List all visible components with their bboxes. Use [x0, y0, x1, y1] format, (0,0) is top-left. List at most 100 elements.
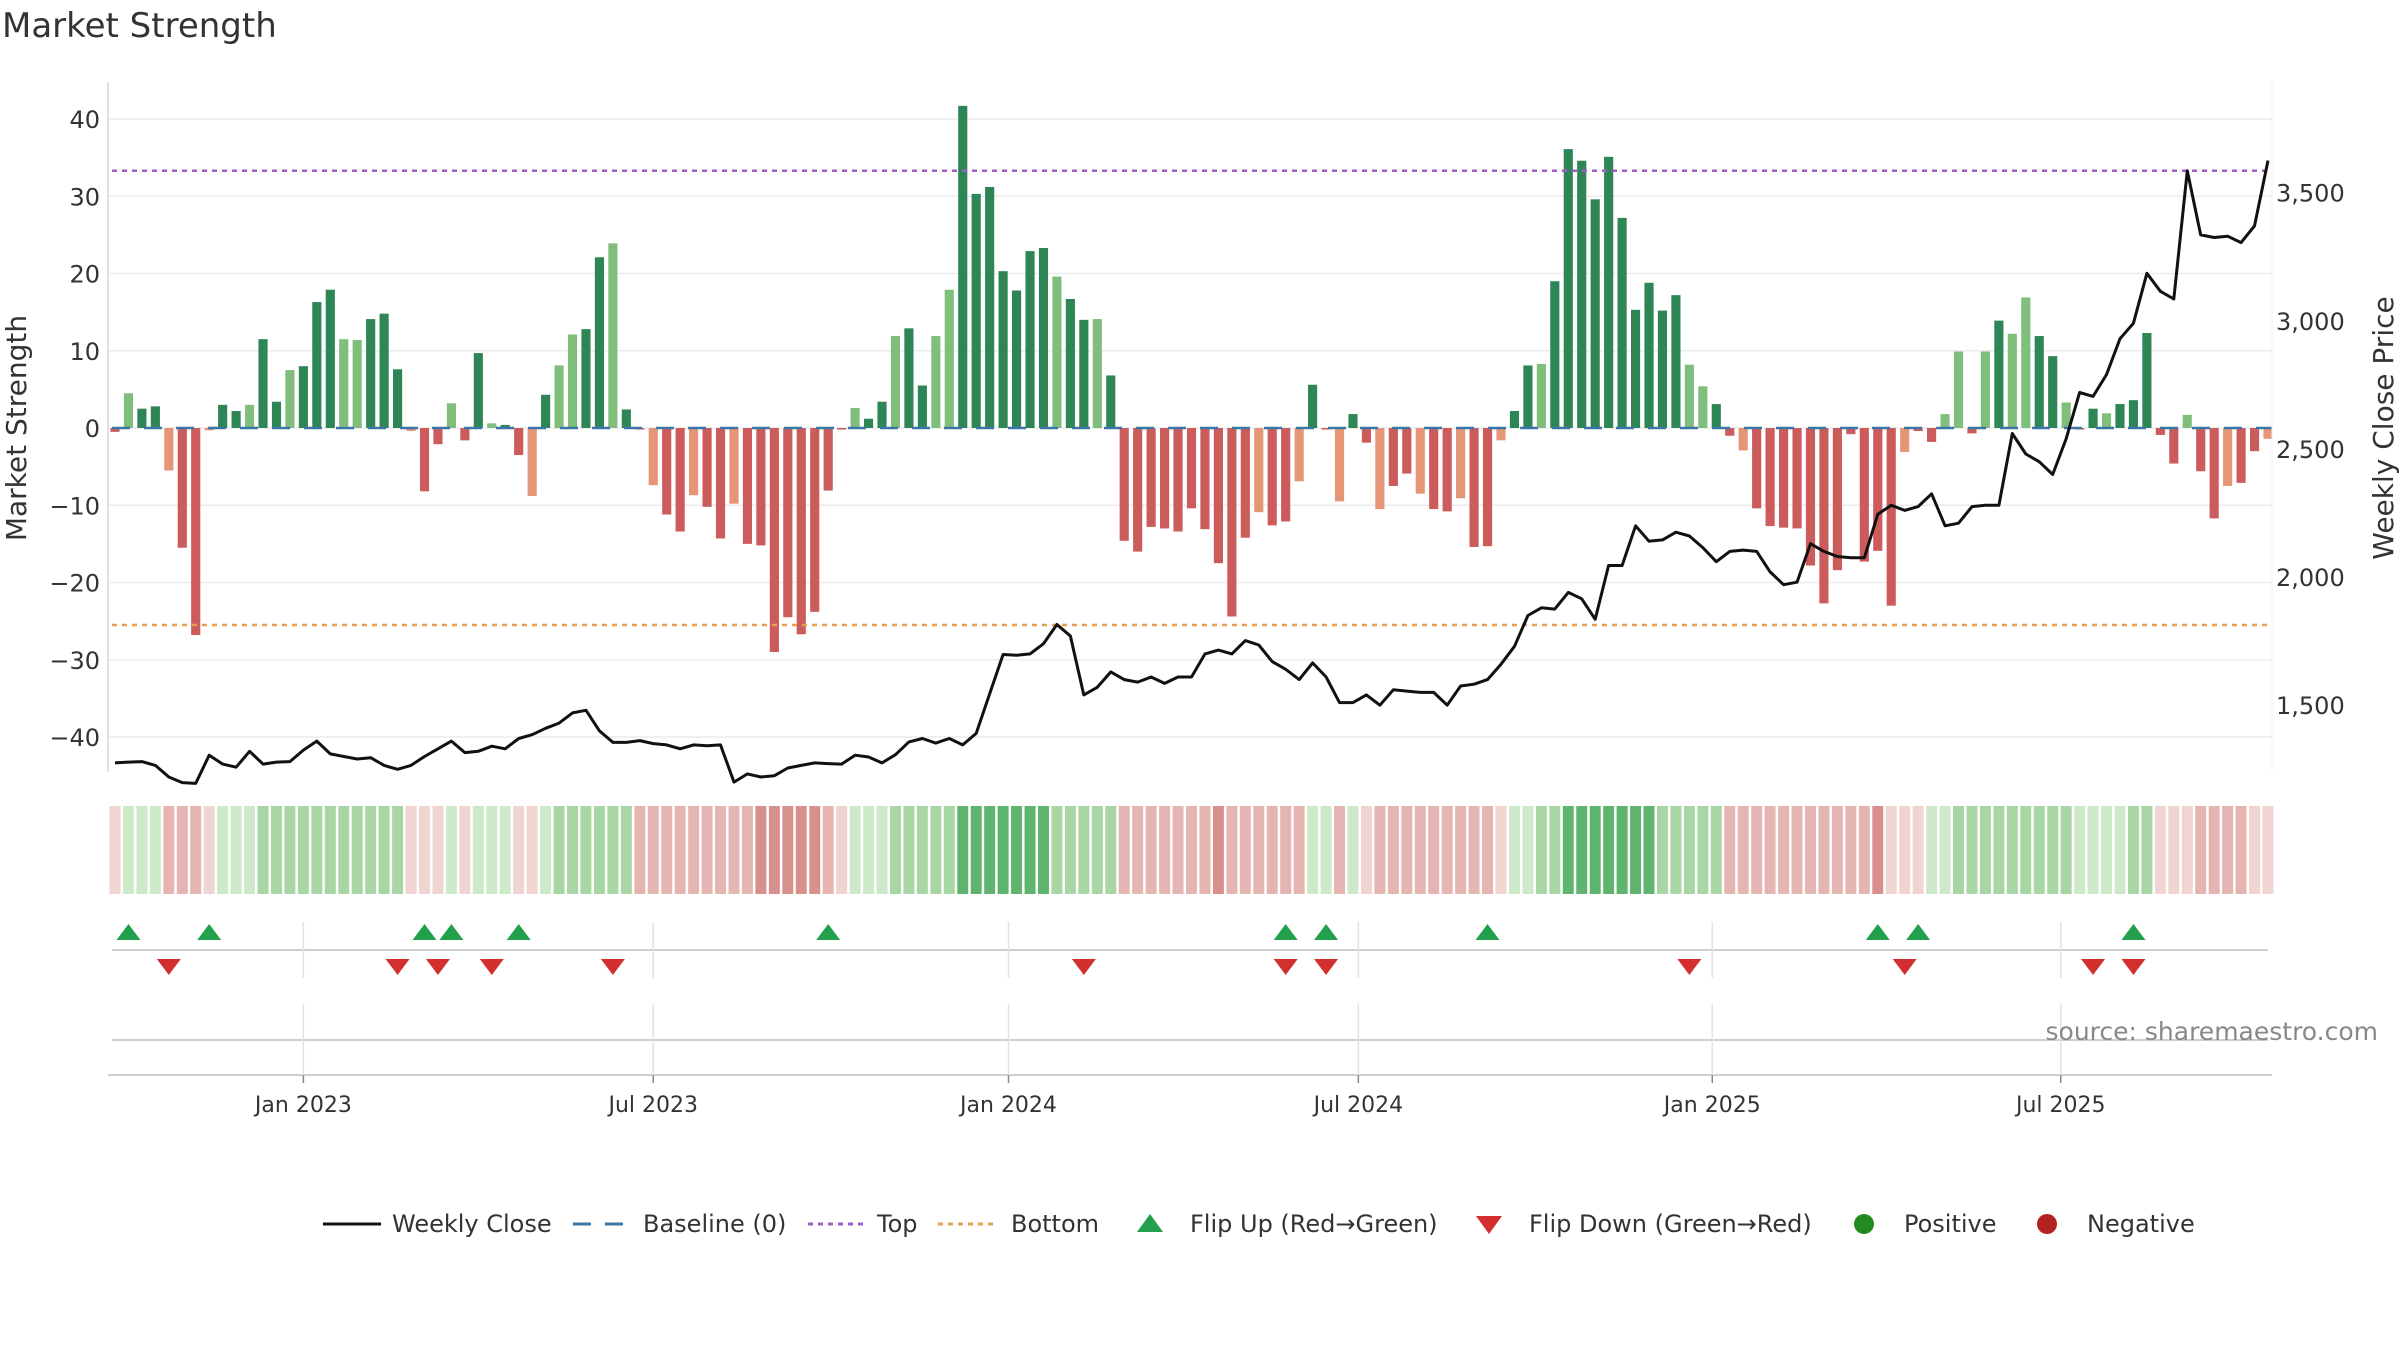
strength-bar-positive [877, 401, 887, 428]
regime-cell [244, 806, 256, 894]
regime-cell [647, 806, 659, 894]
strength-bar-positive [1106, 375, 1116, 428]
y-left-tick-label: −30 [49, 647, 100, 675]
regime-cell [1670, 806, 1682, 894]
strength-bar-positive [312, 302, 322, 428]
strength-bar-positive [2061, 402, 2071, 428]
regime-cell [2127, 806, 2139, 894]
regime-cell [997, 806, 1009, 894]
regime-cell [122, 806, 134, 894]
strength-bar-negative [1213, 428, 1223, 564]
x-tick-label: Jul 2025 [2014, 1093, 2106, 1118]
regime-cell [540, 806, 552, 894]
source-note: source: sharemaestro.com [2046, 1017, 2379, 1046]
strength-bar-negative [1415, 428, 1425, 494]
regime-cell [513, 806, 525, 894]
legend-label: Weekly Close [392, 1210, 552, 1238]
strength-bar-negative [1146, 428, 1156, 527]
strength-bar-negative [1778, 428, 1789, 528]
regime-cell [459, 806, 471, 894]
chart-title: Market Strength [2, 6, 277, 46]
strength-bar-positive [446, 403, 456, 428]
regime-cell [311, 806, 323, 894]
regime-cell [876, 806, 888, 894]
regime-cell [1522, 806, 1534, 894]
regime-cell [230, 806, 242, 894]
strength-bar-positive [1953, 351, 1964, 428]
regime-cell [1953, 806, 1964, 894]
y-left-tick-label: 20 [69, 261, 100, 289]
strength-bar-positive [621, 409, 631, 428]
regime-cell [1064, 806, 1076, 894]
regime-cell [1482, 806, 1494, 894]
regime-cell [1455, 806, 1467, 894]
regime-cell [1428, 806, 1440, 894]
strength-bar-positive [123, 393, 134, 428]
strength-bar-positive [218, 404, 228, 428]
strength-bar-negative [689, 428, 699, 496]
reference-lines [112, 169, 2272, 627]
strength-bar-negative [527, 428, 537, 496]
strength-bar-negative [1725, 428, 1735, 436]
strength-bar-negative [702, 428, 712, 507]
strength-bar-negative [2169, 428, 2179, 464]
strength-bar-negative [1805, 428, 1816, 566]
regime-cell [2074, 806, 2086, 894]
regime-cell [1414, 806, 1426, 894]
regime-cell [1078, 806, 1090, 894]
strength-bar-negative [406, 428, 416, 432]
legend-label: Negative [2087, 1210, 2195, 1238]
flip-down-marker [425, 959, 450, 975]
regime-cell [176, 806, 188, 894]
y-right-tick-label: 2,000 [2276, 564, 2345, 592]
regime-cell [2235, 806, 2247, 894]
legend-item: Bottom [938, 1210, 1099, 1238]
strength-bar-positive [1604, 156, 1614, 429]
regime-cell [1576, 806, 1588, 894]
regime-cell [1307, 806, 1319, 894]
strength-bar-positive [1590, 199, 1600, 428]
regime-cell [620, 806, 632, 894]
regime-cell [607, 806, 619, 894]
regime-cell [1105, 806, 1117, 894]
strength-bar-positive [594, 257, 605, 428]
regime-cell [1805, 806, 1816, 894]
x-tick-label: Jan 2023 [253, 1093, 352, 1118]
regime-cell [1630, 806, 1642, 894]
strength-bar-negative [783, 428, 793, 618]
strength-bar-negative [1967, 428, 1977, 434]
legend-item: Baseline (0) [573, 1210, 786, 1238]
strength-bar-negative [1321, 428, 1331, 430]
flip-markers [112, 922, 2268, 978]
regime-cell [203, 806, 215, 894]
regime-cell [1199, 806, 1211, 894]
strength-bar-negative [2223, 428, 2233, 486]
strength-bar-positive [1711, 404, 1721, 428]
strength-bar-negative [460, 428, 470, 441]
regime-cell [109, 806, 121, 894]
regime-cell [1926, 806, 1938, 894]
flip-up-marker [197, 924, 222, 940]
regime-cell [1011, 806, 1023, 894]
regime-cell [149, 806, 161, 894]
strength-bar-negative [1496, 428, 1506, 441]
regime-cell [1535, 806, 1547, 894]
regime-cell [324, 806, 336, 894]
strength-bar-negative [177, 428, 187, 548]
y-axis-left-label: Market Strength [0, 315, 33, 541]
flip-up-marker [1865, 924, 1890, 940]
bottom-panel: Jan 2023 Jul 2023 Jan 2024 Jul 2024 Jan 2025… [108, 1004, 2272, 1118]
regime-cell [1656, 806, 1668, 894]
regime-cell [1172, 806, 1184, 894]
regime-cell [392, 806, 404, 894]
flip-up-marker [1273, 924, 1298, 940]
flip-up-icon [1137, 1214, 1163, 1232]
regime-cell [2114, 806, 2126, 894]
strength-bar-negative [2155, 428, 2165, 435]
strength-bar-negative [1119, 428, 1129, 541]
strength-bar-positive [863, 418, 874, 428]
strength-bar-negative [1173, 428, 1183, 532]
strength-bar-negative [1267, 428, 1277, 526]
strength-bar-positive [1025, 251, 1035, 428]
regime-cell [1334, 806, 1345, 894]
